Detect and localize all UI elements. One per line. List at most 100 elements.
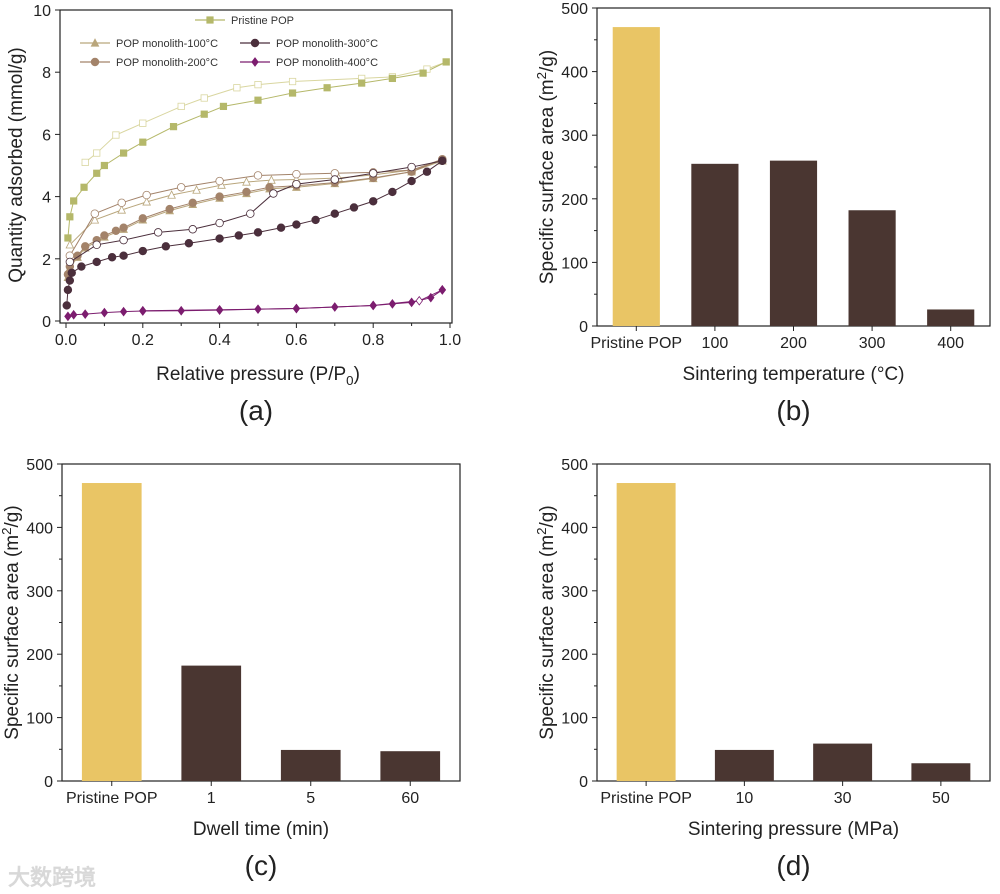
desorption-point [65,239,75,249]
bar-300 [848,210,896,326]
y-tick-label: 100 [561,711,588,728]
adsorption-point [422,167,432,176]
adsorption-point [388,299,397,309]
adsorption-point [253,228,263,237]
adsorption-point [73,251,82,260]
bar-50 [911,763,971,781]
desorption-point [142,197,151,206]
adsorption-point [438,285,447,295]
adsorption-point [80,183,88,191]
adsorption-point [276,223,286,232]
adsorption-point [388,187,397,197]
x-tick-label: 300 [859,335,886,352]
legend-label: Pristine POP [231,15,294,27]
adsorption-point [139,306,147,316]
desorption-point [369,169,378,178]
adsorption-point [369,300,377,311]
series-4 [64,285,447,322]
watermark: 大数跨境 [8,865,96,890]
adsorption-point [184,239,194,248]
y-tick-label: 0 [579,774,588,791]
legend-entry [80,57,110,67]
y-tick-label: 200 [26,647,53,664]
desorption-point [200,94,208,102]
adsorption-point [292,220,301,229]
desorption-point [139,119,147,127]
desorption-point [188,225,197,234]
legend-entry [80,38,110,47]
adsorption-point [331,302,339,312]
adsorption-point [69,309,78,320]
y-tick-label: 8 [42,65,51,82]
desorption-line [142,289,443,312]
x-tick-label: 30 [834,790,852,807]
desorption-point [92,240,101,250]
adsorption-point [254,96,262,104]
desorption-point [288,77,297,86]
x-tick-label: 0.2 [132,332,154,349]
x-tick-label: 5 [306,790,315,807]
y-tick-label: 200 [561,192,588,209]
series-2 [63,155,447,279]
adsorption-point [234,231,243,240]
adsorption-point [81,309,89,320]
desorption-point [177,102,185,111]
desorption-point [242,177,251,186]
adsorption-point [161,242,171,251]
desorption-point [292,170,301,179]
desorption-point [167,190,176,199]
desorption-point [407,162,416,172]
legend-label: POP monolith-400°C [276,57,378,69]
legend-marker [251,57,259,67]
desorption-point [119,235,128,245]
adsorption-point [80,242,90,251]
adsorption-point [358,79,366,87]
legend-label: POP monolith-200°C [116,57,218,69]
bar-400 [927,309,975,326]
adsorption-point [369,197,378,206]
series-3 [62,156,447,310]
adsorption-point [93,169,101,177]
bar-pristine-pop [616,483,676,781]
adsorption-point [438,156,447,166]
legend-entry [240,38,270,48]
adsorption-point [292,303,301,314]
adsorption-point [388,74,397,83]
adsorption-point [349,203,359,212]
bar-60 [380,751,441,781]
legend-entry [195,16,225,24]
adsorption-point [215,234,224,243]
y-tick-label: 0 [44,774,53,791]
x-tick-label: 60 [401,790,419,807]
desorption-point [90,215,100,224]
bar-200 [769,160,818,326]
legend-marker [206,16,214,24]
x-tick-label: Pristine POP [66,790,158,807]
y-tick-label: 400 [26,520,53,537]
legend-marker [90,38,100,47]
desorption-point [253,171,263,180]
x-tick-label: 100 [702,335,729,352]
panel-label-c: (c) [245,850,278,881]
adsorption-point [100,307,109,318]
x-tick-label: 10 [735,790,753,807]
desorption-point [93,149,101,157]
adsorption-point [288,89,297,97]
desorption-point [415,295,423,306]
desorption-point [233,84,241,92]
adsorption-point [407,297,416,308]
x-axis-title: Dwell time (min) [193,819,329,840]
y-tick-label: 500 [561,1,588,18]
x-tick-label: 0.0 [55,332,77,349]
y-tick-label: 100 [561,255,588,272]
x-tick-label: Pristine POP [591,335,683,352]
adsorption-point [119,306,128,317]
adsorption-point [254,304,262,315]
legend-label: POP monolith-300°C [276,38,378,50]
desorption-point [81,158,89,166]
adsorption-point [119,223,128,232]
y-tick-label: 10 [33,3,51,20]
x-tick-label: 1 [207,790,216,807]
x-axis-title: Relative pressure (P/P0) [156,364,360,388]
